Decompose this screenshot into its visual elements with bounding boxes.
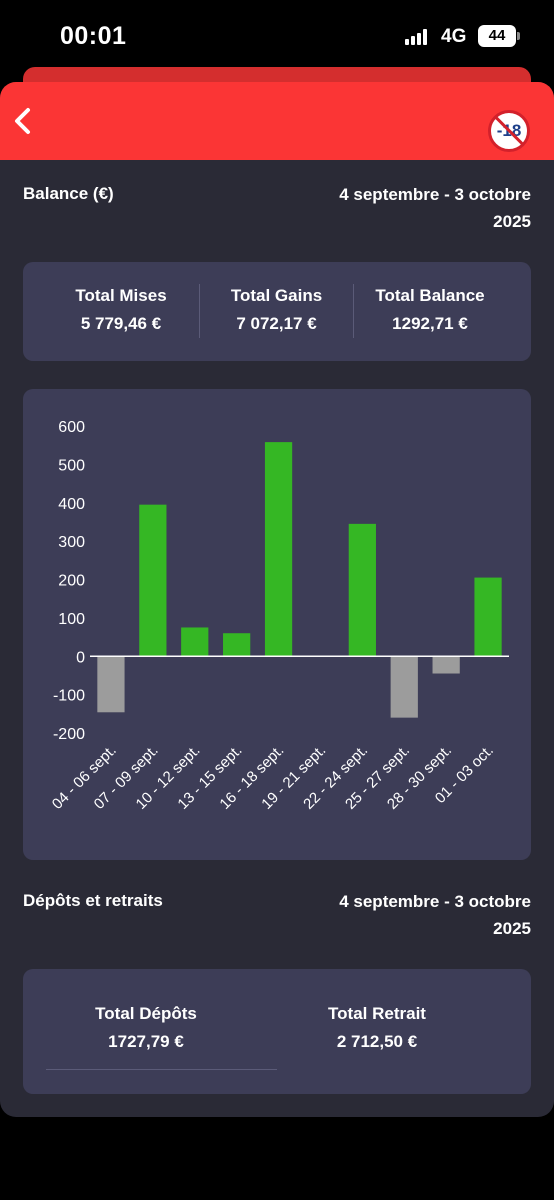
stat-total-balance: Total Balance 1292,71 € xyxy=(354,286,506,334)
signal-icon xyxy=(405,29,431,45)
deposits-date-range: 4 septembre - 3 octobre 2025 xyxy=(281,888,531,942)
bar xyxy=(223,633,251,657)
balance-title: Balance (€) xyxy=(23,184,114,203)
sheet-header: -18 xyxy=(0,82,554,160)
stat-total-depots: Total Dépôts 1727,79 € xyxy=(46,1004,246,1052)
bar xyxy=(264,442,293,657)
divider xyxy=(199,284,200,338)
network-type: 4G xyxy=(441,26,467,47)
deposits-summary-card: Total Dépôts 1727,79 € Total Retrait 2 7… xyxy=(23,969,531,1094)
balance-date-range: 4 septembre - 3 octobre 2025 xyxy=(281,181,531,235)
y-tick-label: 500 xyxy=(58,457,85,474)
y-tick-label: -100 xyxy=(53,688,85,705)
stat-label: Total Gains xyxy=(230,286,323,305)
tab-underline xyxy=(46,1069,277,1070)
stat-total-retrait: Total Retrait 2 712,50 € xyxy=(277,1004,477,1052)
bar xyxy=(474,577,502,657)
y-tick-label: -200 xyxy=(53,726,85,743)
balance-date-line2: 2025 xyxy=(493,212,531,231)
age-restriction-icon: -18 xyxy=(488,110,530,152)
bar xyxy=(390,656,418,718)
battery-icon: 44 xyxy=(478,25,516,47)
bar xyxy=(181,627,209,657)
stat-value: 1727,79 € xyxy=(108,1032,184,1051)
balance-summary-card: Total Mises 5 779,46 € Total Gains 7 072… xyxy=(23,262,531,361)
y-tick-label: 100 xyxy=(58,611,85,628)
stat-label: Total Dépôts xyxy=(95,1004,197,1023)
status-time: 00:01 xyxy=(60,22,127,50)
divider xyxy=(353,284,354,338)
y-tick-label: 200 xyxy=(58,573,85,590)
y-tick-label: 400 xyxy=(58,496,85,513)
bar xyxy=(97,656,125,713)
y-tick-label: 0 xyxy=(76,649,85,666)
stat-total-mises: Total Mises 5 779,46 € xyxy=(46,286,196,334)
y-tick-label: 600 xyxy=(58,419,85,436)
stat-total-gains: Total Gains 7 072,17 € xyxy=(200,286,353,334)
balance-sheet: -18 Balance (€) 4 septembre - 3 octobre … xyxy=(0,82,554,1117)
stat-label: Total Balance xyxy=(375,286,485,305)
stat-value: 2 712,50 € xyxy=(336,1032,418,1051)
status-bar: 00:01 4G 44 xyxy=(0,0,554,70)
y-tick-label: 300 xyxy=(58,534,85,551)
stat-value: 7 072,17 € xyxy=(236,314,317,333)
chevron-left-icon xyxy=(15,108,30,134)
stat-label: Total Mises xyxy=(75,286,167,305)
back-button[interactable] xyxy=(6,102,40,138)
bar xyxy=(432,656,460,674)
stat-value: 1292,71 € xyxy=(392,314,468,333)
deposits-title: Dépôts et retraits xyxy=(23,891,163,910)
stat-value: 5 779,46 € xyxy=(80,314,162,333)
deposits-date-line1: 4 septembre - 3 octobre xyxy=(339,892,531,911)
battery-tip xyxy=(517,32,520,40)
balance-chart-card: 600 500 400 300 200 100 0 -100 -200 04 - 06 sept.… xyxy=(23,389,531,860)
bar xyxy=(139,504,167,657)
stat-label: Total Retrait xyxy=(328,1004,426,1023)
balance-date-line1: 4 septembre - 3 octobre xyxy=(339,185,531,204)
bar xyxy=(348,523,376,657)
deposits-date-line2: 2025 xyxy=(493,919,531,938)
